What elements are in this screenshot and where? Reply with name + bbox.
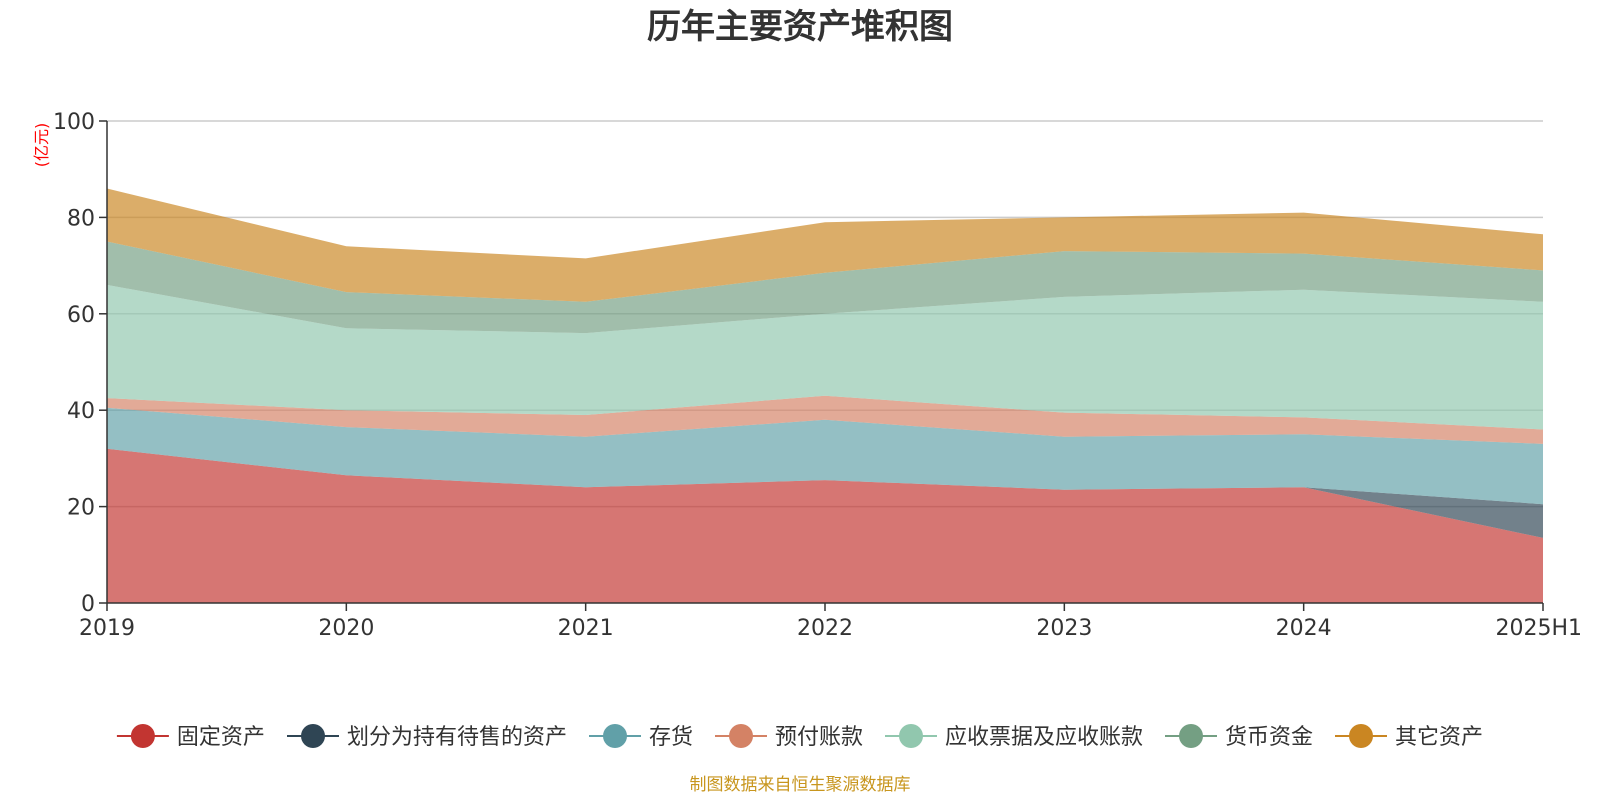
legend-label: 货币资金 (1225, 725, 1313, 750)
y-tick-label: 20 (67, 496, 95, 521)
x-tick-label: 2023 (1036, 616, 1092, 641)
x-tick-label: 2020 (318, 616, 374, 641)
legend-item-6[interactable]: 其它资产 (1335, 724, 1483, 750)
legend-marker-icon (729, 724, 753, 748)
legend-label: 应收票据及应收账款 (945, 725, 1143, 750)
legend-marker-icon (899, 724, 923, 748)
y-tick-label: 0 (81, 592, 95, 617)
x-tick-label: 2025H1 (1495, 616, 1582, 641)
legend-label: 预付账款 (775, 725, 863, 750)
area-series-4 (107, 284, 1543, 430)
legend-item-2[interactable]: 存货 (589, 724, 693, 750)
x-tick-label: 2022 (797, 616, 853, 641)
legend-marker-icon (1349, 724, 1373, 748)
x-tick-label: 2024 (1276, 616, 1332, 641)
area-series-6 (107, 188, 1543, 302)
area-series-2 (107, 407, 1543, 505)
data-source-footer: 制图数据来自恒生聚源数据库 (690, 775, 911, 795)
legend-label: 存货 (649, 725, 693, 750)
y-tick-label: 60 (67, 303, 95, 328)
chart-title: 历年主要资产堆积图 (647, 7, 953, 47)
y-tick-label: 80 (67, 206, 95, 231)
y-tick-label: 100 (53, 110, 95, 135)
area-series (107, 188, 1543, 603)
axes: 0 20 40 60 80 100 2019 2020 2021 2022 2023 2024 2025… (53, 110, 1582, 641)
area-series-5 (107, 241, 1543, 334)
legend-item-5[interactable]: 货币资金 (1165, 724, 1313, 750)
legend-label: 其它资产 (1395, 725, 1483, 750)
x-tick-label: 2019 (79, 616, 135, 641)
area-series-0 (107, 448, 1543, 603)
legend-marker-icon (130, 724, 155, 748)
legend-label: 划分为持有待售的资产 (347, 725, 567, 750)
legend-item-1[interactable]: 划分为持有待售的资产 (287, 724, 567, 750)
legend-label: 固定资产 (177, 725, 265, 750)
legend-item-0[interactable]: 固定资产 (116, 724, 265, 750)
y-axis-unit: (亿元) (32, 123, 51, 168)
y-tick-label: 40 (67, 399, 95, 424)
legend-item-3[interactable]: 预付账款 (715, 724, 863, 750)
legend-marker-icon (603, 724, 627, 748)
area-series-3 (107, 395, 1543, 444)
legend-item-4[interactable]: 应收票据及应收账款 (885, 724, 1143, 750)
legend[interactable]: 固定资产 划分为持有待售的资产 存货 预付账款 应收票据及应收账款 货币资金 其它资产 (116, 724, 1483, 750)
legend-marker-icon (301, 724, 325, 748)
x-tick-label: 2021 (558, 616, 614, 641)
legend-marker-icon (1179, 724, 1203, 748)
